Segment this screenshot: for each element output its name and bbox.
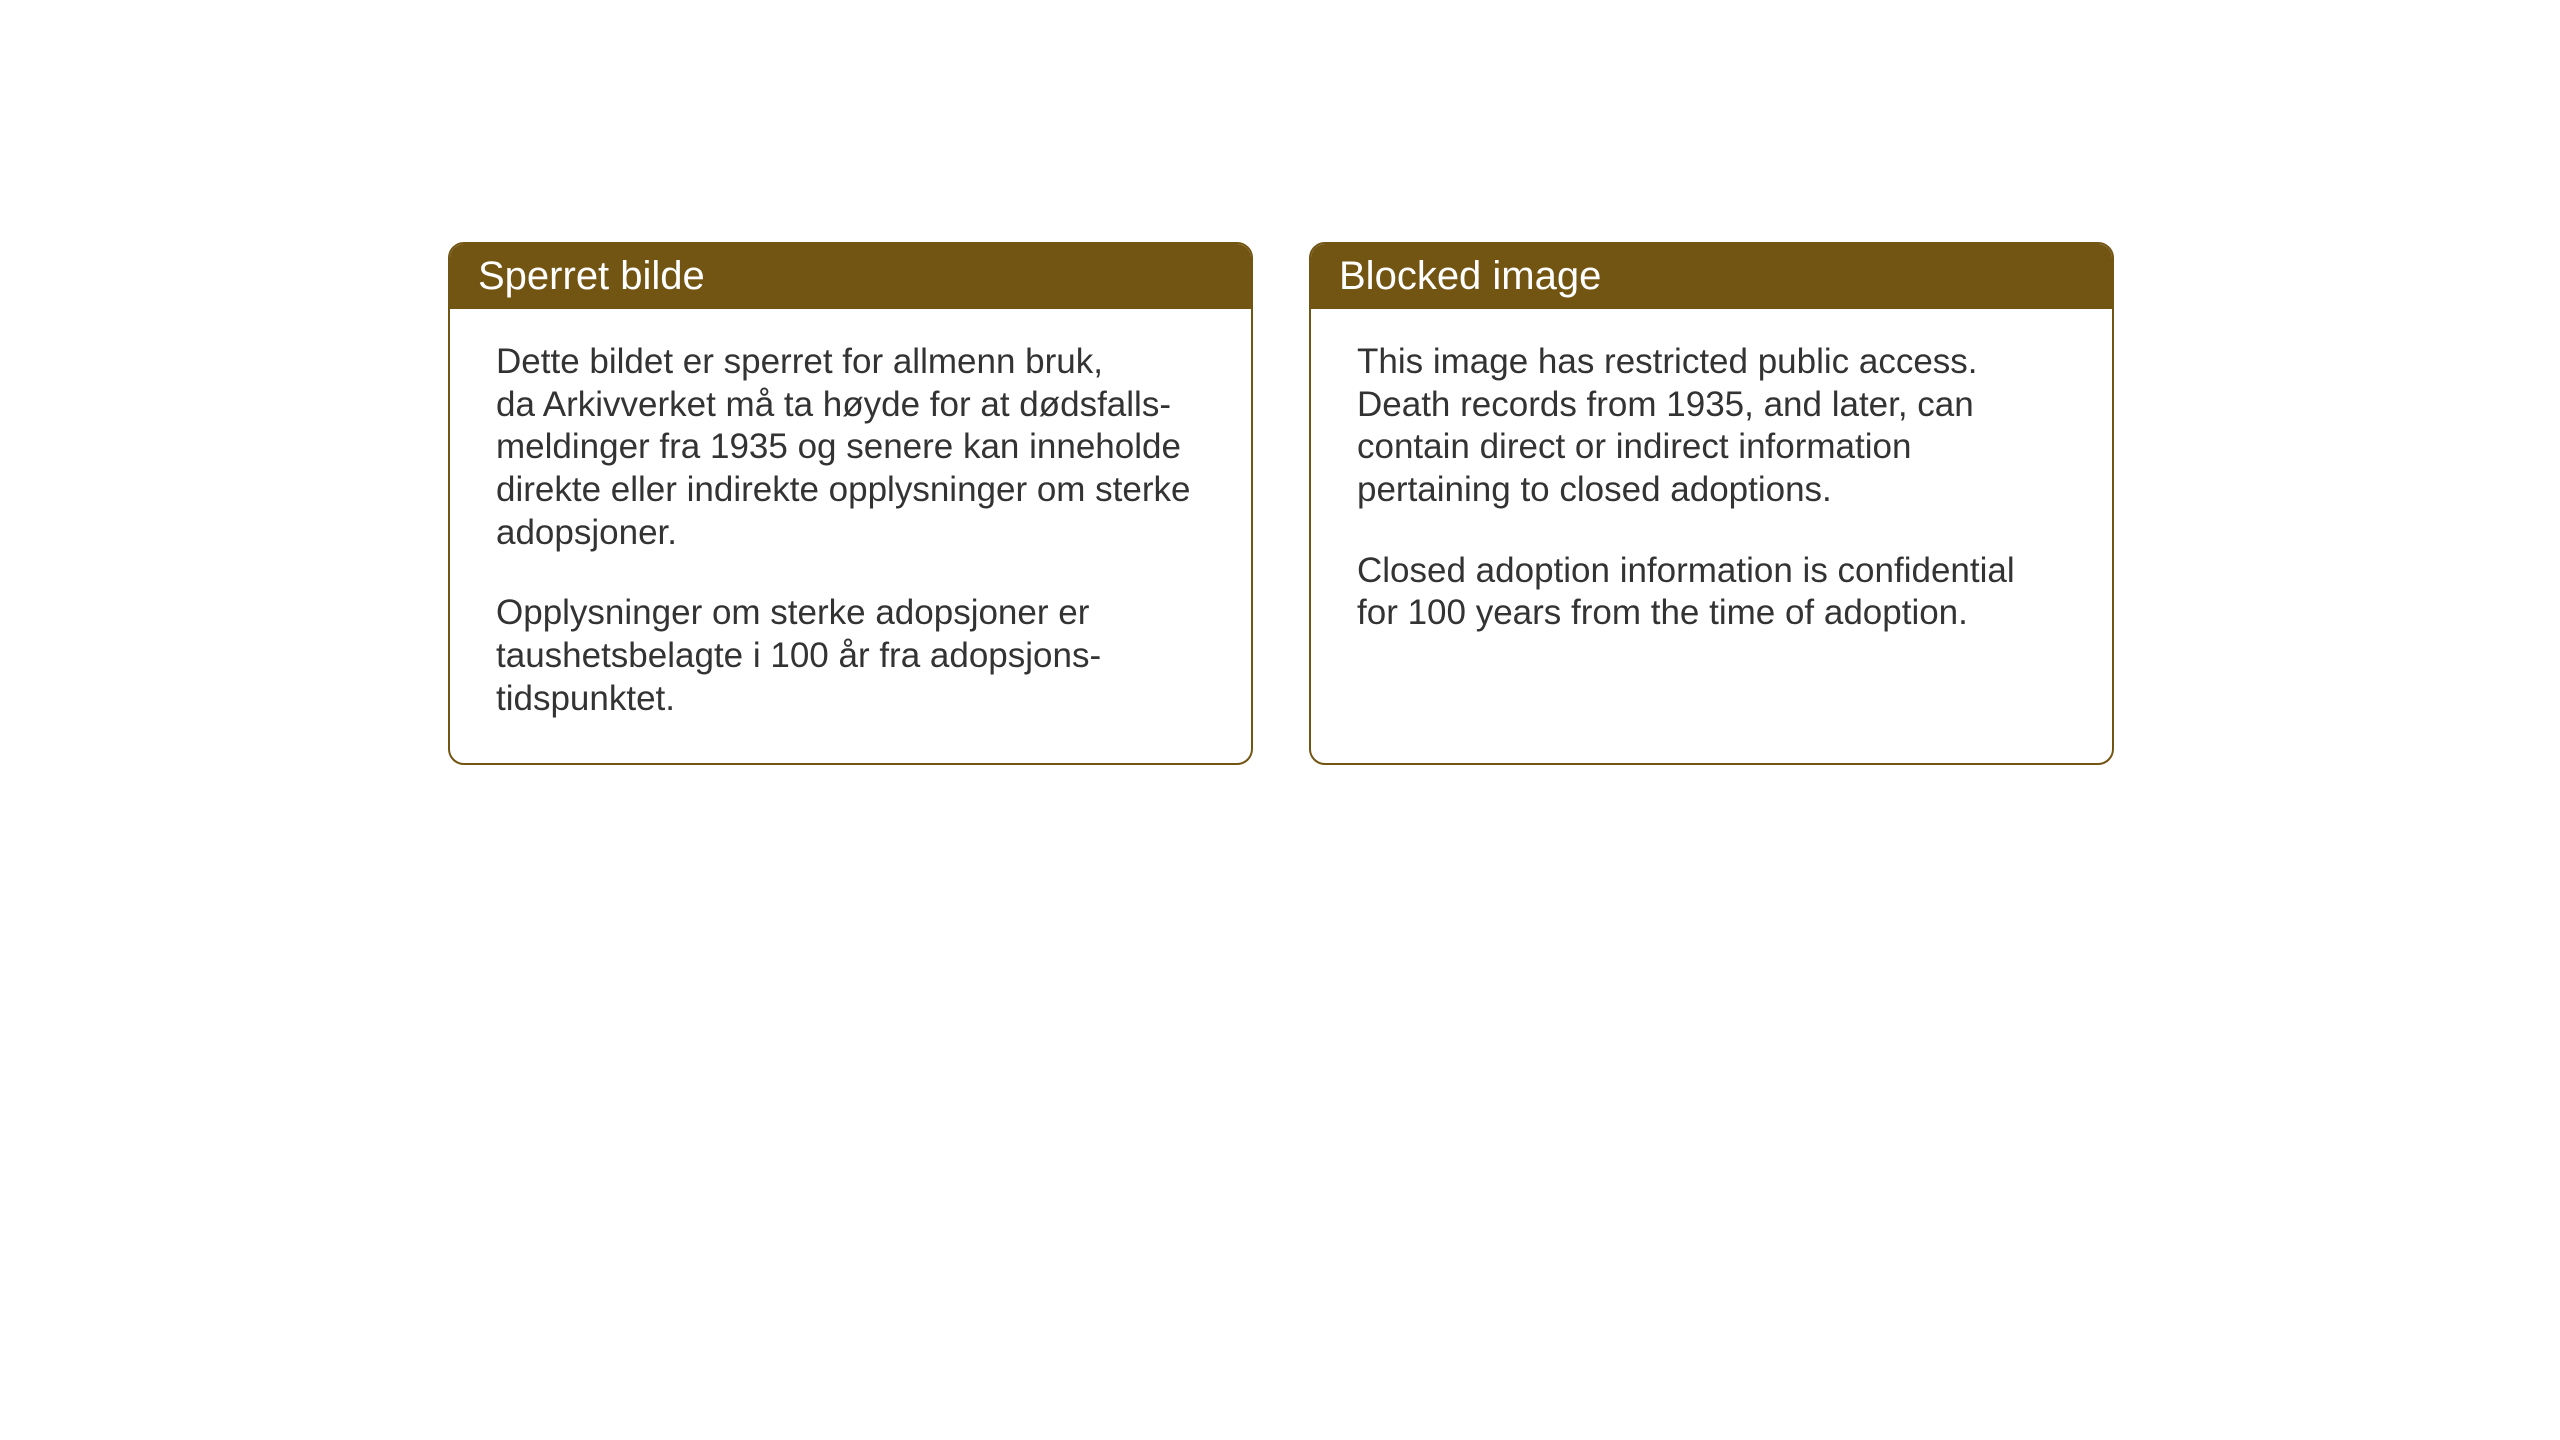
text-line: Opplysninger om sterke adopsjoner er (496, 593, 1089, 632)
text-line: pertaining to closed adoptions. (1357, 470, 1832, 509)
notice-card-norwegian: Sperret bilde Dette bildet er sperret fo… (448, 242, 1253, 765)
text-line: adopsjoner. (496, 513, 677, 552)
text-line: Closed adoption information is confident… (1357, 551, 2015, 590)
card-header-norwegian: Sperret bilde (450, 244, 1251, 309)
text-line: direkte eller indirekte opplysninger om … (496, 470, 1191, 509)
text-line: Death records from 1935, and later, can (1357, 385, 1974, 424)
paragraph-2: Opplysninger om sterke adopsjoner er tau… (496, 592, 1205, 720)
card-header-english: Blocked image (1311, 244, 2112, 309)
notice-container: Sperret bilde Dette bildet er sperret fo… (448, 242, 2114, 765)
paragraph-2: Closed adoption information is confident… (1357, 550, 2066, 635)
card-body-norwegian: Dette bildet er sperret for allmenn bruk… (450, 309, 1251, 763)
card-title: Sperret bilde (478, 254, 705, 298)
text-line: da Arkivverket må ta høyde for at dødsfa… (496, 385, 1171, 424)
paragraph-1: This image has restricted public access.… (1357, 341, 2066, 512)
card-body-english: This image has restricted public access.… (1311, 309, 2112, 677)
notice-card-english: Blocked image This image has restricted … (1309, 242, 2114, 765)
text-line: Dette bildet er sperret for allmenn bruk… (496, 342, 1103, 381)
text-line: contain direct or indirect information (1357, 427, 1911, 466)
card-title: Blocked image (1339, 254, 1601, 298)
text-line: tidspunktet. (496, 679, 675, 718)
paragraph-1: Dette bildet er sperret for allmenn bruk… (496, 341, 1205, 554)
text-line: taushetsbelagte i 100 år fra adopsjons- (496, 636, 1101, 675)
text-line: for 100 years from the time of adoption. (1357, 593, 1968, 632)
text-line: This image has restricted public access. (1357, 342, 1978, 381)
text-line: meldinger fra 1935 og senere kan innehol… (496, 427, 1181, 466)
